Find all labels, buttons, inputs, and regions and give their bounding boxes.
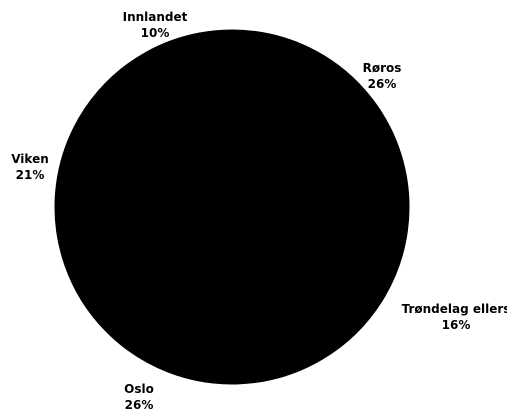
slice-name-viken: Viken xyxy=(11,152,49,166)
pie-slice-innlandet xyxy=(198,29,310,209)
slice-name-trondelag-ellers: Trøndelag ellers xyxy=(401,302,507,316)
slice-label-viken: Viken 21% xyxy=(11,151,49,183)
slice-value-viken: 21% xyxy=(15,168,45,182)
pie-slice-roros xyxy=(231,46,410,298)
slice-name-roros: Røros xyxy=(362,61,402,75)
slice-label-innlandet: Innlandet 10% xyxy=(123,9,188,41)
pie-slice-viken xyxy=(54,32,233,208)
slice-name-oslo: Oslo xyxy=(124,382,154,396)
slice-label-roros: Røros 26% xyxy=(363,60,402,92)
pie-slice-trondelag-ellers xyxy=(231,206,386,385)
slice-name-innlandet: Innlandet xyxy=(122,10,188,24)
pie-slice-oslo xyxy=(54,197,238,385)
slice-value-roros: 26% xyxy=(367,77,397,91)
slice-value-innlandet: 10% xyxy=(140,26,170,40)
slice-label-oslo: Oslo 26% xyxy=(124,381,154,413)
slice-value-trondelag-ellers: 16% xyxy=(441,318,471,332)
slice-label-trondelag-ellers: Trøndelag ellers 16% xyxy=(402,301,507,333)
slice-value-oslo: 26% xyxy=(124,398,154,412)
